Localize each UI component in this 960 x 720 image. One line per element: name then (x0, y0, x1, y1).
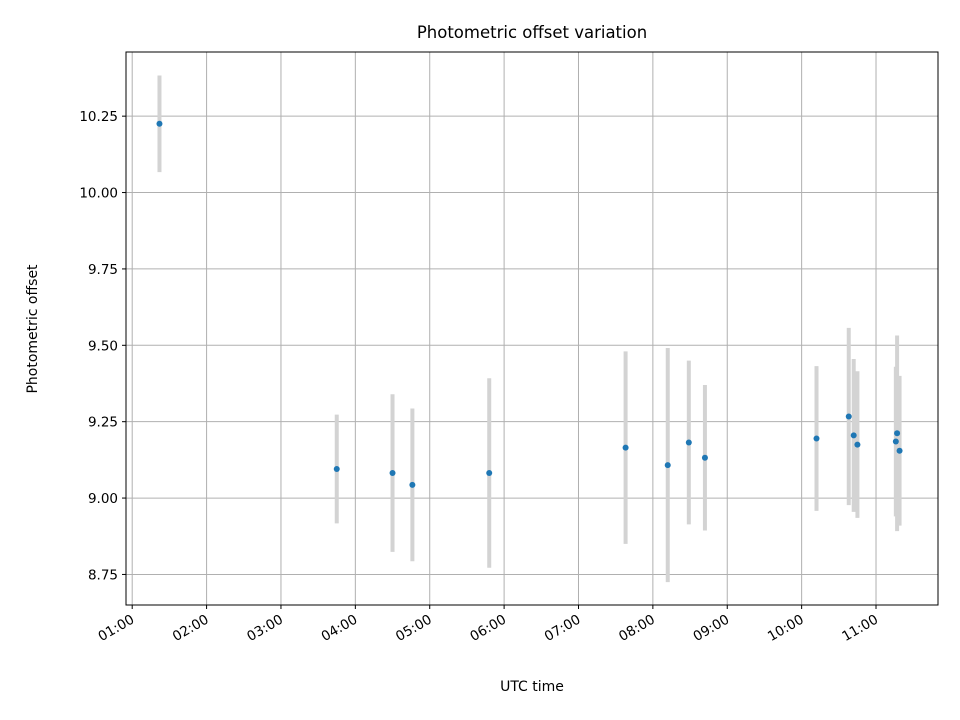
data-point (854, 441, 861, 448)
data-point (685, 439, 692, 446)
x-tick-label: 07:00 (542, 612, 584, 645)
x-tick-label: 11:00 (839, 612, 881, 645)
plot-frame (125, 51, 939, 606)
data-point (813, 435, 820, 442)
error-bars (157, 75, 902, 583)
x-tick-label: 04:00 (319, 612, 361, 645)
data-point (845, 413, 852, 420)
data-point (156, 120, 163, 127)
y-tick-label: 10.00 (79, 186, 118, 202)
data-point (486, 470, 493, 477)
data-point (850, 432, 857, 439)
x-tick-label: 03:00 (244, 612, 286, 645)
x-axis: 01:00 02:00 03:00 04:00 05:00 06:00 07:00 08:00… (96, 605, 881, 645)
x-tick-label: 01:00 (96, 612, 138, 645)
x-tick-label: 08:00 (616, 612, 658, 645)
y-tick-label: 9.00 (88, 491, 118, 507)
data-point (896, 447, 903, 454)
y-tick-label: 9.50 (88, 338, 118, 354)
chart-title: Photometric offset variation (417, 23, 647, 42)
y-axis-label: Photometric offset (25, 264, 41, 394)
y-axis: 8.75 9.00 9.25 9.50 9.75 10.00 10.25 (79, 109, 126, 583)
data-point (894, 430, 901, 437)
data-point (664, 462, 671, 469)
data-points (156, 120, 903, 488)
y-tick-label: 9.75 (88, 262, 118, 278)
grid (126, 52, 938, 605)
y-tick-label: 8.75 (88, 567, 118, 583)
x-tick-label: 06:00 (467, 612, 509, 645)
y-tick-label: 10.25 (79, 109, 118, 125)
x-tick-label: 09:00 (691, 612, 733, 645)
data-point (892, 438, 899, 445)
x-axis-label: UTC time (500, 679, 564, 695)
data-point (389, 470, 396, 477)
data-point (701, 454, 708, 461)
data-point (333, 466, 340, 473)
data-point (409, 481, 416, 488)
x-tick-label: 02:00 (170, 612, 212, 645)
y-tick-label: 9.25 (88, 415, 118, 431)
x-tick-label: 10:00 (765, 612, 807, 645)
x-tick-label: 05:00 (393, 612, 435, 645)
data-point (622, 444, 629, 451)
